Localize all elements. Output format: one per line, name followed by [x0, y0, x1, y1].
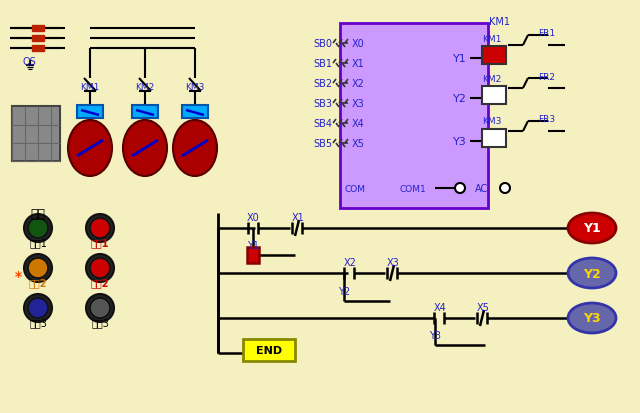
Text: KM3: KM3 [483, 117, 502, 126]
Text: KM3: KM3 [186, 82, 205, 91]
Text: 电源: 电源 [31, 207, 45, 220]
Bar [32, 36, 44, 42]
Text: 停止1: 停止1 [91, 237, 109, 247]
Text: Y1: Y1 [247, 240, 259, 250]
Text: KM1: KM1 [80, 82, 100, 91]
Text: X2: X2 [344, 257, 356, 267]
Bar [247, 247, 259, 263]
Text: X2: X2 [351, 79, 364, 89]
Ellipse shape [24, 254, 52, 282]
Bar [32, 26, 44, 32]
Text: QS: QS [22, 57, 36, 67]
Text: X1: X1 [351, 59, 364, 69]
Text: 启动1: 启动1 [29, 237, 47, 247]
Bar [77, 106, 103, 119]
Ellipse shape [90, 259, 110, 278]
Bar [132, 106, 158, 119]
Text: COM: COM [344, 184, 365, 193]
Text: 启动3: 启动3 [29, 317, 47, 327]
Text: SB1: SB1 [314, 59, 333, 69]
Ellipse shape [24, 294, 52, 322]
Text: X5: X5 [477, 302, 490, 312]
Ellipse shape [24, 214, 52, 242]
Text: X5: X5 [351, 139, 364, 149]
Bar [482, 87, 506, 105]
Text: X0: X0 [351, 39, 364, 49]
Ellipse shape [28, 218, 48, 238]
Text: Y3: Y3 [453, 137, 467, 147]
Ellipse shape [568, 214, 616, 243]
Ellipse shape [68, 121, 112, 177]
Text: KM2: KM2 [136, 82, 155, 91]
Text: SB5: SB5 [314, 139, 333, 149]
Text: SB0: SB0 [314, 39, 333, 49]
Ellipse shape [568, 259, 616, 288]
Text: KM1: KM1 [490, 17, 511, 27]
Text: X0: X0 [246, 212, 259, 223]
Ellipse shape [568, 303, 616, 333]
Text: Y1: Y1 [453, 54, 467, 64]
Text: SB2: SB2 [314, 79, 333, 89]
Ellipse shape [90, 298, 110, 318]
Text: END: END [256, 345, 282, 355]
Text: SB4: SB4 [314, 119, 333, 129]
Bar [482, 130, 506, 147]
Ellipse shape [500, 183, 510, 194]
Bar [482, 47, 506, 65]
Text: Y2: Y2 [583, 267, 601, 280]
Text: FR1: FR1 [538, 29, 556, 38]
Ellipse shape [123, 121, 167, 177]
Text: 停止2: 停止2 [91, 277, 109, 287]
Text: Y1: Y1 [583, 222, 601, 235]
Text: *: * [15, 269, 22, 283]
Ellipse shape [86, 294, 114, 322]
Ellipse shape [86, 214, 114, 242]
Text: FR3: FR3 [538, 115, 556, 124]
Text: FR2: FR2 [538, 72, 556, 81]
Bar [182, 106, 208, 119]
Text: X4: X4 [351, 119, 364, 129]
Text: X3: X3 [351, 99, 364, 109]
Text: Y3: Y3 [429, 330, 441, 340]
Ellipse shape [28, 259, 48, 278]
Bar [340, 24, 488, 209]
Text: Y3: Y3 [583, 312, 601, 325]
Text: 启动2: 启动2 [29, 277, 47, 287]
Ellipse shape [28, 298, 48, 318]
Text: Y2: Y2 [338, 286, 350, 296]
Text: X3: X3 [387, 257, 399, 267]
Ellipse shape [455, 183, 465, 194]
Ellipse shape [86, 254, 114, 282]
Bar [243, 339, 295, 361]
Text: X4: X4 [434, 302, 446, 312]
Text: SB3: SB3 [314, 99, 333, 109]
Text: 停止3: 停止3 [91, 317, 109, 327]
Text: KM1: KM1 [483, 34, 502, 43]
Bar [12, 107, 60, 161]
Text: Y2: Y2 [453, 94, 467, 104]
Text: X1: X1 [292, 212, 305, 223]
Bar [32, 46, 44, 52]
Text: KM2: KM2 [483, 74, 502, 83]
Ellipse shape [173, 121, 217, 177]
Text: COM1: COM1 [399, 184, 426, 193]
Text: AC: AC [476, 183, 488, 194]
Ellipse shape [90, 218, 110, 238]
